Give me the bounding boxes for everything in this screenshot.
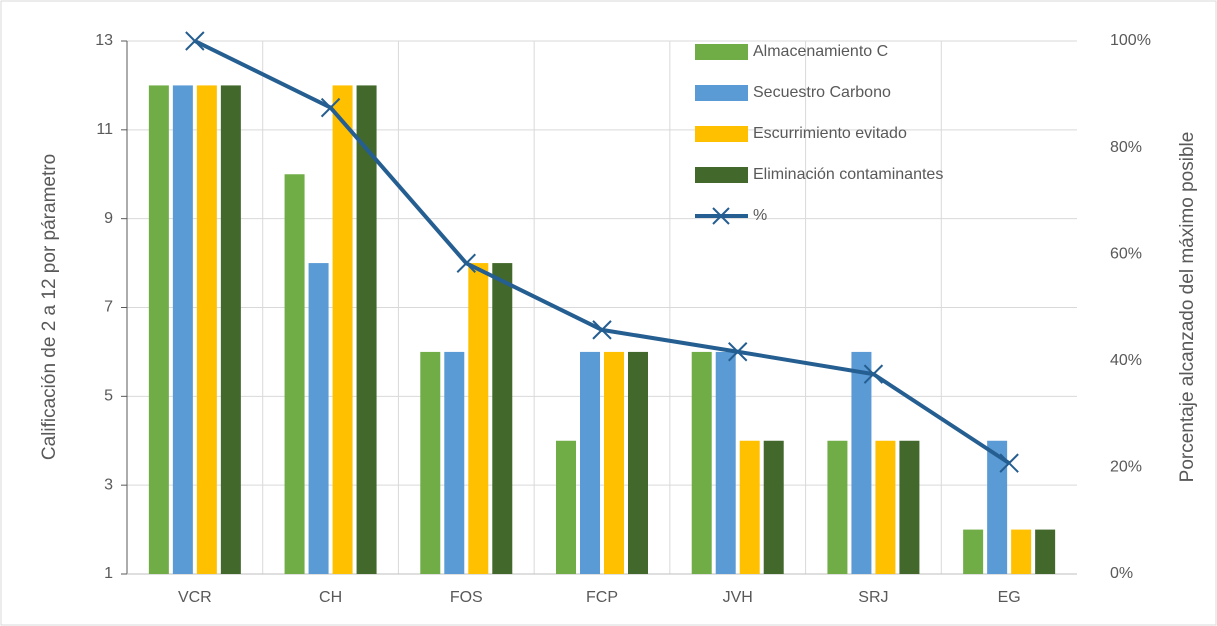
legend-swatch bbox=[695, 126, 748, 142]
x-tick-label: JVH bbox=[723, 589, 753, 606]
y2-tick-label: 20% bbox=[1110, 459, 1142, 476]
legend-swatch bbox=[695, 85, 748, 101]
y-axis-title: Calificación de 2 a 12 por párametro bbox=[39, 154, 60, 460]
bar bbox=[899, 440, 920, 574]
x-tick-label: EG bbox=[998, 589, 1021, 606]
bar bbox=[715, 351, 736, 574]
y-tick-label: 7 bbox=[104, 299, 113, 316]
y2-tick-label: 60% bbox=[1110, 245, 1142, 262]
bar bbox=[580, 351, 600, 574]
bar bbox=[356, 85, 377, 575]
line-marker bbox=[185, 31, 205, 51]
y-tick-label: 9 bbox=[104, 210, 113, 227]
x-tick-label: CH bbox=[319, 589, 342, 606]
y-tick-label: 13 bbox=[95, 32, 113, 49]
bar bbox=[1035, 529, 1056, 574]
bar bbox=[492, 263, 513, 574]
bar bbox=[284, 174, 305, 574]
bar bbox=[220, 85, 241, 575]
legend-label: Almacenamiento C bbox=[753, 43, 888, 60]
line-marker bbox=[456, 253, 476, 273]
x-tick-label: VCR bbox=[178, 589, 212, 606]
x-tick-label: FCP bbox=[586, 589, 618, 606]
legend-label: % bbox=[753, 207, 767, 224]
bar bbox=[963, 529, 984, 574]
bar bbox=[444, 351, 465, 574]
y2-tick-label: 0% bbox=[1110, 565, 1133, 582]
bar bbox=[851, 351, 872, 574]
bar bbox=[739, 440, 760, 574]
legend-swatch bbox=[695, 167, 748, 183]
y2-axis-title: Porcentaje alcanzado del máximo posible bbox=[1177, 132, 1198, 483]
bar bbox=[148, 85, 169, 575]
legend-label: Escurrimiento evitado bbox=[753, 125, 907, 142]
bar bbox=[332, 85, 353, 575]
bar bbox=[875, 440, 896, 574]
legend-swatch bbox=[695, 44, 748, 60]
line-marker bbox=[999, 453, 1019, 473]
bar bbox=[308, 263, 329, 574]
bar bbox=[604, 351, 624, 574]
y-tick-label: 1 bbox=[104, 565, 113, 582]
y-tick-label: 11 bbox=[96, 121, 113, 138]
bar bbox=[1011, 529, 1032, 574]
x-tick-label: FOS bbox=[450, 589, 483, 606]
line-marker bbox=[320, 97, 341, 118]
bar bbox=[763, 440, 784, 574]
legend-label: Secuestro Carbono bbox=[753, 84, 891, 101]
bar bbox=[196, 85, 217, 575]
line-marker bbox=[863, 364, 884, 384]
y2-tick-label: 80% bbox=[1110, 139, 1142, 156]
bar bbox=[987, 440, 1008, 574]
bar bbox=[691, 351, 712, 574]
legend-label: Eliminación contaminantes bbox=[753, 166, 943, 183]
bar bbox=[628, 351, 648, 574]
y-tick-label: 5 bbox=[104, 388, 113, 405]
x-tick-label: SRJ bbox=[858, 589, 888, 606]
y2-tick-label: 40% bbox=[1110, 352, 1142, 369]
bar bbox=[420, 351, 441, 574]
y2-tick-label: 100% bbox=[1110, 32, 1151, 49]
bar bbox=[172, 85, 193, 575]
legend-marker bbox=[712, 207, 730, 225]
bar bbox=[556, 440, 576, 574]
y-tick-label: 3 bbox=[104, 476, 113, 493]
line-marker bbox=[592, 320, 612, 340]
line-marker bbox=[728, 342, 748, 362]
bar bbox=[468, 263, 489, 574]
bar bbox=[827, 440, 848, 574]
